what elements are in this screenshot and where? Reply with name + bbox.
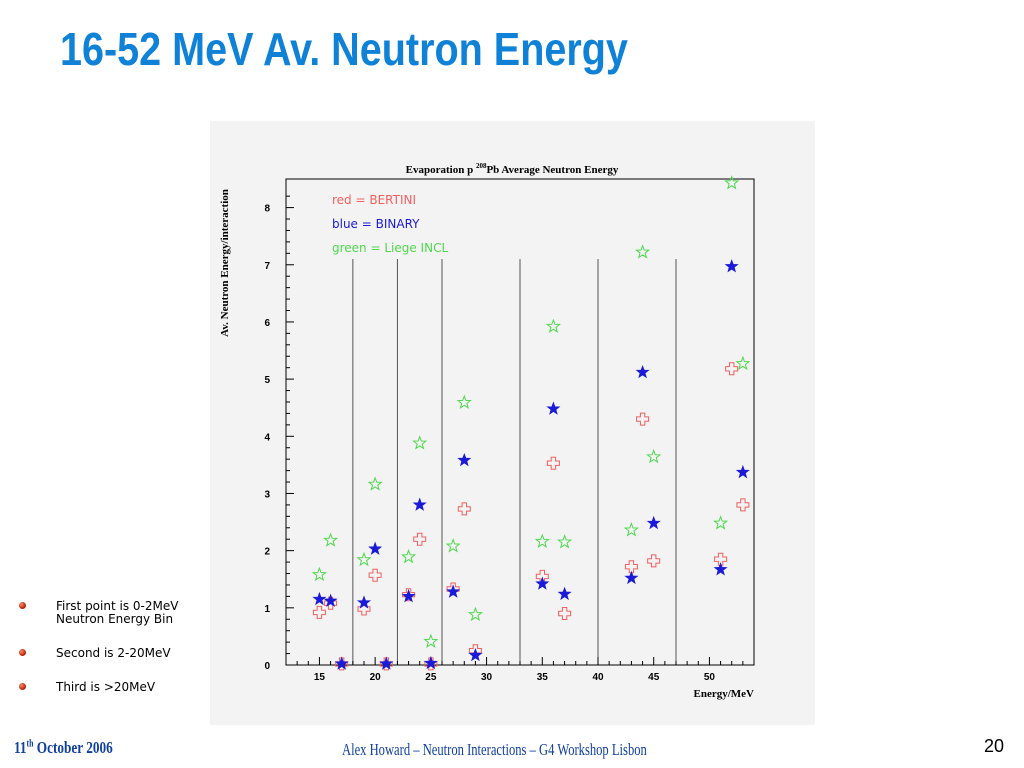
binary-point [323,593,338,607]
liege-incl-point [713,515,729,530]
binary-point [468,647,483,662]
x-tick-label: 15 [314,672,326,683]
bertini-point [413,532,427,546]
binary-point [557,586,572,601]
binary-point [312,591,327,606]
bullet-text: Third is >20MeV [56,680,156,694]
bullet-icon [19,649,26,656]
bullet-text: Second is 2-20MeV [56,646,171,660]
slide-title: 16-52 MeV Av. Neutron Energy [60,23,628,75]
binary-point [724,259,739,273]
binary-point [535,576,550,590]
x-tick-label: 25 [425,672,437,683]
y-tick-label: 1 [264,604,270,615]
liege-incl-point [623,522,639,537]
liege-incl-point [445,538,461,553]
binary-point [735,464,750,479]
bullet-text: First point is 0-2MeV Neutron Energy Bin [56,599,179,626]
bertini-point [558,607,572,620]
binary-point [646,515,661,530]
legend-entry: red = BERTINI [332,193,416,207]
scatter-chart: Evaporation p 208Pb Average Neutron Ener… [219,162,755,700]
x-tick-label: 45 [648,672,660,683]
bertini-point [624,560,638,574]
x-tick-label: 35 [537,672,549,683]
bertini-point [725,362,739,376]
x-tick-label: 50 [704,672,716,683]
binary-point [546,401,561,415]
liege-incl-point [367,476,383,491]
liege-incl-point [467,606,483,622]
liege-incl-point [557,534,573,549]
y-tick-label: 2 [264,547,270,558]
list-item: First point is 0-2MeV Neutron Energy Bin [18,600,218,626]
binary-point [457,452,472,467]
legend-entry: blue = BINARY [332,217,420,231]
legend-entry: green = Liege INCL [332,241,448,255]
bullet-icon [19,683,26,690]
x-tick-label: 40 [592,672,604,683]
x-axis-label: Energy/MeV [694,688,755,700]
liege-incl-point [412,435,428,450]
bertini-point [714,552,728,566]
bertini-point [736,498,750,512]
bertini-point [312,605,326,619]
binary-point [401,589,416,603]
liege-incl-point [735,355,751,371]
bertini-point [457,502,471,516]
x-tick-label: 20 [370,672,382,683]
page-number: 20 [984,736,1005,756]
liege-incl-point [646,448,662,464]
liege-incl-point [724,175,740,190]
liege-incl-point [545,318,561,333]
list-item: Second is 2-20MeV [18,647,218,660]
y-tick-label: 5 [264,375,270,386]
binary-point [423,655,438,670]
binary-point [412,497,427,511]
y-axis-label: Av. Neutron Energy/interaction [219,189,231,337]
liege-incl-point [311,566,327,582]
notes-list: First point is 0-2MeV Neutron Energy Bin… [18,600,218,715]
binary-point [635,364,650,379]
bullet-icon [19,602,26,609]
y-tick-label: 6 [264,318,270,329]
bertini-point [636,412,650,426]
binary-point [446,584,461,598]
bertini-point [546,456,560,470]
y-tick-label: 3 [264,489,270,500]
bertini-point [368,568,382,582]
liege-incl-point [323,532,339,547]
binary-point [356,595,372,609]
liege-incl-point [356,551,372,567]
binary-point [379,656,394,670]
binary-point [713,562,728,576]
y-tick-label: 4 [264,432,270,443]
y-tick-label: 8 [264,204,270,215]
chart-title: Evaporation p 208Pb Average Neutron Ener… [406,162,619,176]
binary-point [624,570,639,585]
binary-point [368,541,383,555]
liege-incl-point [401,548,417,564]
footer-presentation-info: Alex Howard – Neutron Interactions – G4 … [342,740,647,759]
y-tick-label: 7 [264,261,270,272]
liege-incl-point [635,244,651,259]
chart-panel: Evaporation p 208Pb Average Neutron Ener… [210,121,815,725]
x-tick-label: 30 [481,672,493,683]
list-item: Third is >20MeV [18,681,218,694]
liege-incl-point [534,533,550,548]
binary-point [334,656,349,670]
liege-incl-point [456,394,472,409]
y-tick-label: 0 [264,661,270,672]
footer-date: 11th October 2006 [14,738,113,757]
bertini-point [647,554,661,568]
liege-incl-point [423,633,439,648]
